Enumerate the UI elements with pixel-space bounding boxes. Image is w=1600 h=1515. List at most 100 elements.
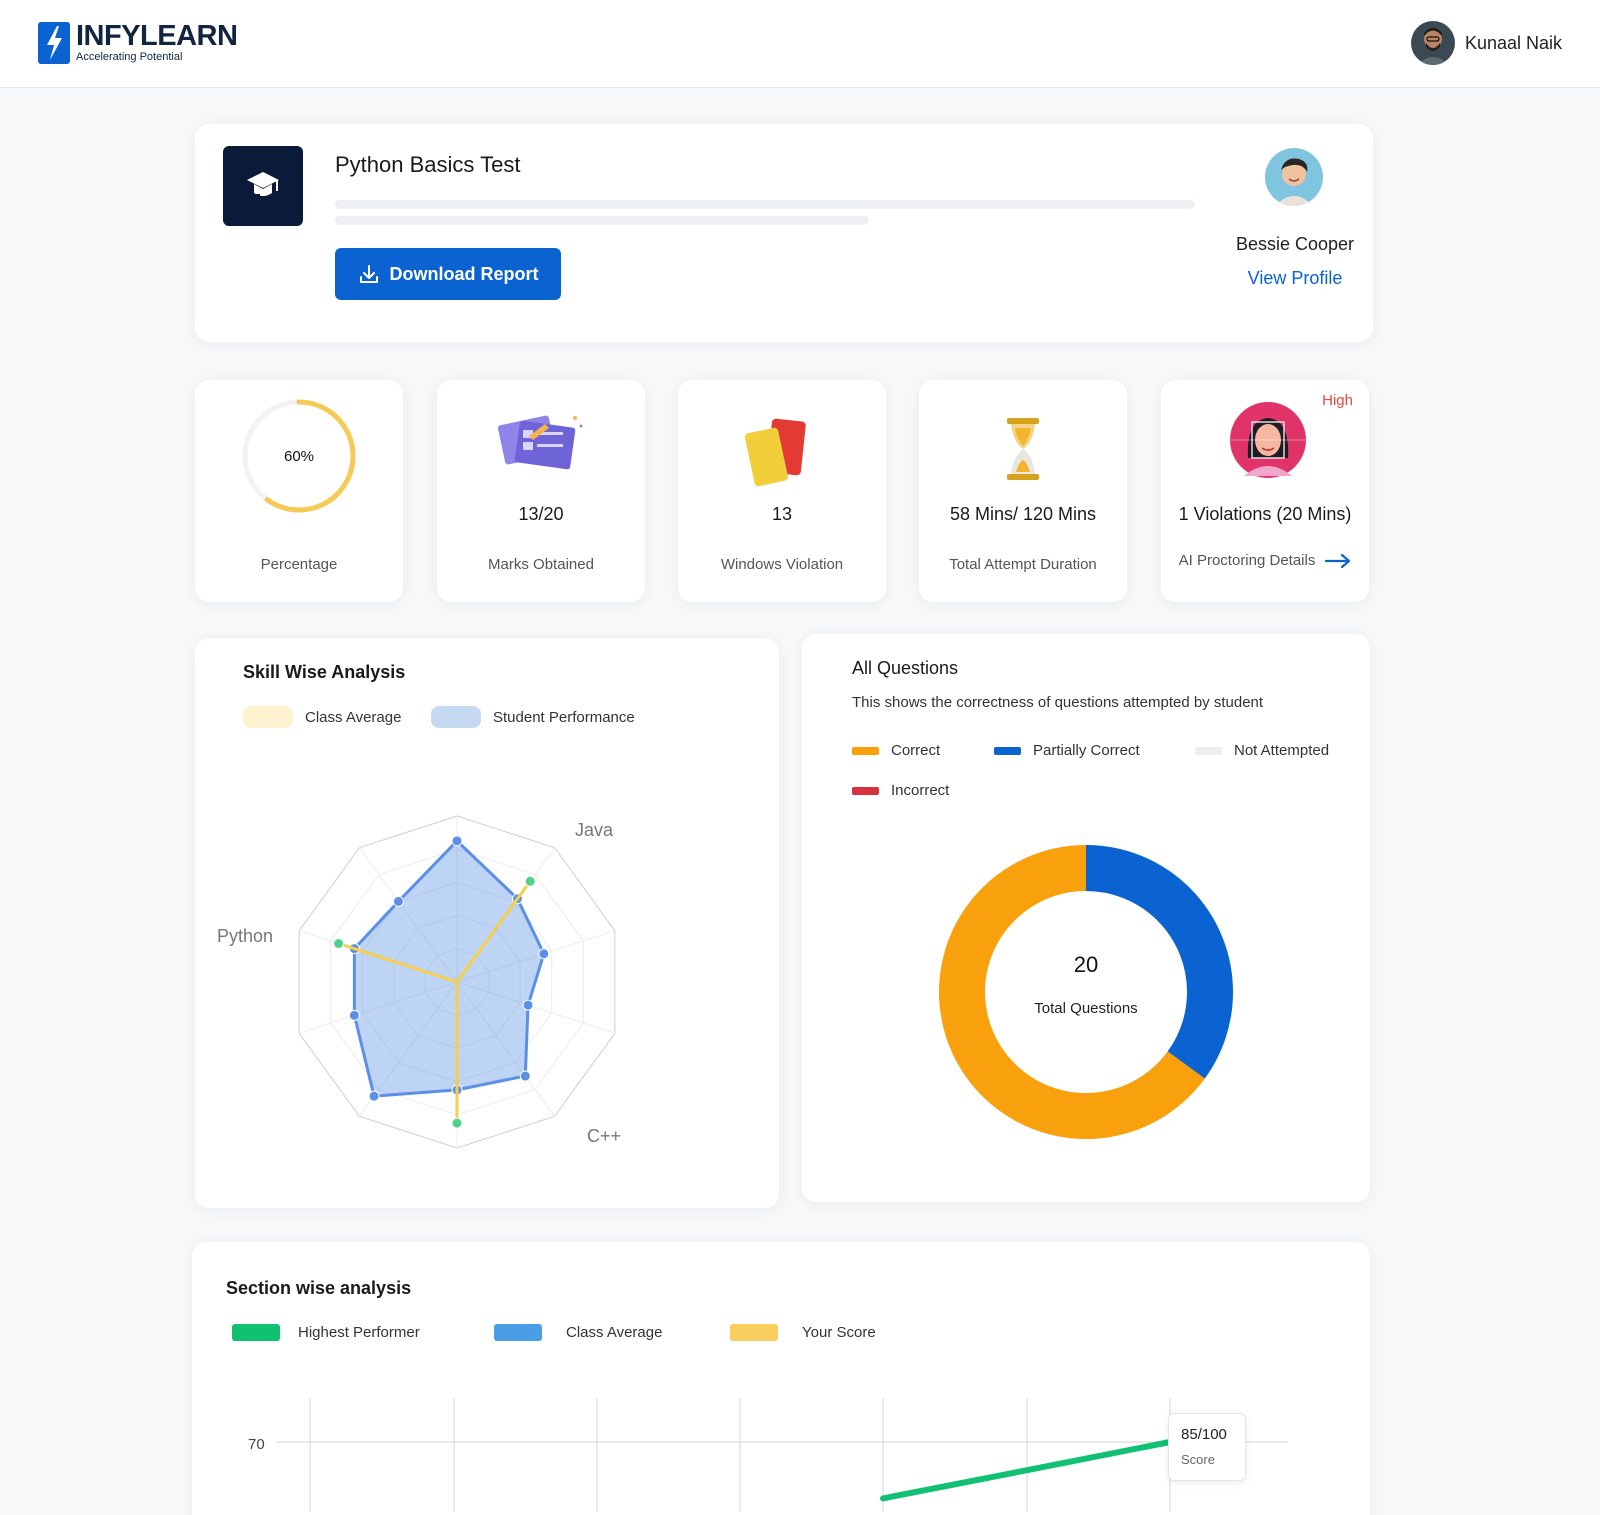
- legend-label: Partially Correct: [1033, 742, 1140, 759]
- radar-point: [348, 1009, 360, 1021]
- duration-label: Total Attempt Duration: [949, 556, 1097, 573]
- legend-highest-performer[interactable]: Highest Performer: [232, 1324, 420, 1341]
- line-series-highest-performer: [880, 1439, 1173, 1502]
- radar-point: [522, 999, 534, 1011]
- ai-proctoring-label: AI Proctoring Details: [1178, 552, 1316, 569]
- skill-analysis-card: Skill Wise Analysis Class Average Studen…: [195, 638, 779, 1208]
- radar-point: [451, 835, 463, 847]
- radar-point: [392, 895, 404, 907]
- legend-class-average[interactable]: Class Average: [243, 706, 401, 728]
- arrow-right-icon: [1325, 553, 1351, 568]
- penalty-cards-icon: [744, 418, 806, 487]
- legend-swatch: [243, 706, 293, 728]
- legend-incorrect[interactable]: Incorrect: [852, 782, 949, 799]
- donut-total-value: 20: [1073, 952, 1099, 977]
- marks-label: Marks Obtained: [488, 556, 594, 573]
- radar-point: [524, 875, 536, 887]
- avatar[interactable]: [1410, 21, 1455, 65]
- logo-tagline: Accelerating Potential: [76, 51, 183, 63]
- percentage-ring-fill: [242, 399, 356, 513]
- legend-label: Highest Performer: [298, 1324, 420, 1341]
- stat-card-duration: 58 Mins/ 120 Mins Total Attempt Duration: [919, 380, 1127, 602]
- legend-partially-correct[interactable]: Partially Correct: [994, 742, 1140, 759]
- user-name: Kunaal Naik: [1464, 32, 1562, 53]
- percentage-label: Percentage: [260, 556, 338, 573]
- legend-swatch: [730, 1324, 778, 1341]
- y-tick-label: 70: [248, 1436, 265, 1453]
- all-questions-subtitle: This shows the correctness of questions …: [852, 694, 1264, 711]
- legend-label: Class Average: [305, 708, 402, 726]
- legend-not-attempted[interactable]: Not Attempted: [1195, 742, 1329, 759]
- download-icon: [359, 265, 378, 283]
- legend-label: Your Score: [802, 1324, 876, 1341]
- logo-name: INFYLEARN: [76, 20, 238, 52]
- quiz-sheets-icon: [497, 415, 583, 470]
- marks-value: 13/20: [518, 504, 564, 524]
- legend-student-performance[interactable]: Student Performance: [431, 706, 635, 728]
- radar-point: [333, 938, 345, 950]
- percentage-ring: [242, 399, 356, 513]
- tooltip-value: 85/100: [1181, 1426, 1227, 1443]
- legend-your-score[interactable]: Your Score: [730, 1324, 876, 1341]
- legend-label: Student Performance: [493, 708, 635, 726]
- percentage-value: 60%: [283, 448, 315, 465]
- infylearn-logo[interactable]: INFYLEARN Accelerating Potential: [38, 20, 238, 66]
- section-analysis-title: Section wise analysis: [226, 1278, 412, 1298]
- legend-swatch: [431, 706, 481, 728]
- section-analysis-card: Section wise analysis Highest Performer …: [192, 1242, 1370, 1515]
- radar-point: [451, 1117, 463, 1129]
- legend-label: Not Attempted: [1234, 742, 1330, 759]
- radar-label-java: Java: [575, 820, 614, 840]
- test-summary-card: Python Basics Test Download Report Bessi…: [195, 124, 1373, 342]
- legend-swatch: [1195, 746, 1222, 755]
- placeholder-line: [335, 216, 869, 225]
- legend-correct[interactable]: Correct: [852, 742, 940, 759]
- all-questions-card: All Questions This shows the correctness…: [802, 634, 1370, 1202]
- windows-violation-value: 13: [771, 504, 793, 524]
- skill-radar-chart: [298, 815, 616, 1149]
- stat-card-windows-violation: 13 Windows Violation: [678, 380, 886, 602]
- windows-violation-label: Windows Violation: [720, 556, 844, 573]
- student-name: Bessie Cooper: [1235, 234, 1355, 254]
- top-bar: INFYLEARN Accelerating Potential Kunaal …: [0, 0, 1600, 88]
- student-avatar: [1265, 148, 1323, 206]
- radar-spoke: [359, 847, 458, 983]
- radar-label-python: Python: [217, 926, 274, 946]
- score-tooltip: 85/100 Score: [1168, 1413, 1246, 1481]
- all-questions-title: All Questions: [852, 658, 959, 678]
- radar-spoke: [298, 981, 458, 1034]
- questions-donut-chart: [939, 845, 1233, 1139]
- download-report-label: Download Report: [389, 263, 539, 284]
- radar-point: [538, 948, 550, 960]
- graduation-cap-icon: [223, 146, 303, 226]
- radar-label-cpp: C++: [587, 1126, 622, 1146]
- stat-card-percentage: 60% Percentage: [195, 380, 403, 602]
- lightning-icon: [38, 22, 70, 64]
- placeholder-line: [335, 200, 1195, 209]
- stat-card-proctoring: High 1 Violations (20 Mins) AI Proctorin…: [1161, 380, 1369, 602]
- legend-swatch: [494, 1324, 542, 1341]
- legend-swatch: [852, 746, 879, 755]
- test-title: Python Basics Test: [335, 152, 521, 177]
- legend-class-average-line[interactable]: Class Average: [494, 1324, 662, 1341]
- user-menu[interactable]: Kunaal Naik: [1410, 20, 1562, 66]
- radar-spoke: [456, 981, 555, 1117]
- legend-label: Class Average: [566, 1324, 663, 1341]
- radar-point: [368, 1090, 380, 1102]
- legend-swatch: [852, 786, 879, 795]
- stat-card-marks: 13/20 Marks Obtained: [437, 380, 645, 602]
- legend-swatch: [994, 746, 1021, 755]
- radar-point: [519, 1070, 531, 1082]
- duration-value: 58 Mins/ 120 Mins: [949, 504, 1097, 524]
- download-report-button[interactable]: Download Report: [335, 248, 561, 300]
- high-badge: High: [1322, 392, 1353, 409]
- ai-proctoring-link[interactable]: AI Proctoring Details: [1161, 552, 1369, 569]
- skill-analysis-title: Skill Wise Analysis: [243, 662, 406, 682]
- legend-swatch: [232, 1324, 280, 1341]
- legend-label: Correct: [891, 742, 941, 759]
- proctoring-value: 1 Violations (20 Mins): [1178, 504, 1352, 524]
- face-scan-icon: [1230, 402, 1307, 478]
- view-profile-link[interactable]: View Profile: [1247, 268, 1343, 288]
- legend-label: Incorrect: [891, 782, 950, 799]
- radar-spoke: [456, 981, 616, 1034]
